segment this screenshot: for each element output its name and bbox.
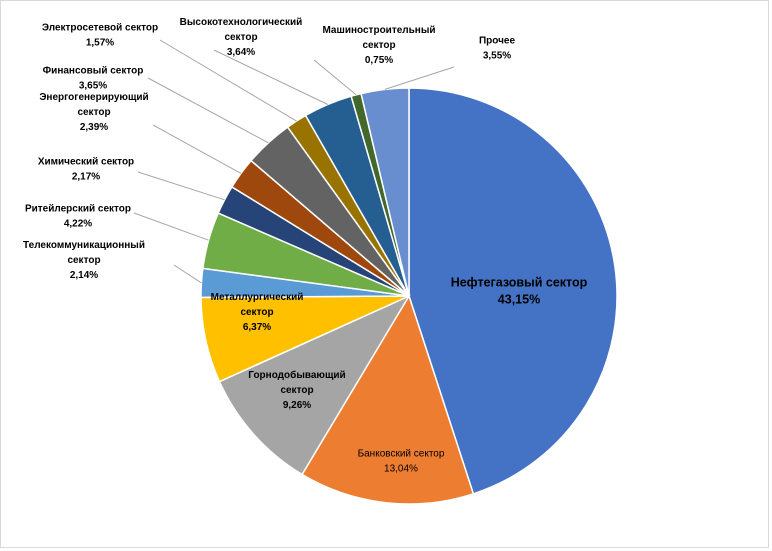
slice-name-label: Ритейлерский сектор	[25, 204, 131, 215]
slice-name-label: сектор	[67, 255, 100, 266]
slice-name-label: Прочее	[479, 36, 516, 47]
leader-line	[147, 77, 269, 144]
slice-name-label: Химический сектор	[38, 157, 134, 168]
slice-value-label: 3,64%	[227, 47, 255, 58]
leader-line	[159, 39, 297, 122]
slice-name-label: Банковский сектор	[358, 449, 445, 460]
slice-label: Металлургический сектор 6,37%	[211, 292, 304, 333]
slice-name-label: Энергогенерирующий	[39, 92, 148, 103]
slice-name-label: сектор	[77, 107, 110, 118]
pie-slice	[360, 87, 410, 297]
slice-value-label: 4,22%	[64, 219, 92, 230]
leader-line	[133, 212, 209, 241]
slice-value-label: 2,14%	[70, 270, 98, 281]
slice-value-label: 3,65%	[79, 81, 107, 92]
slice-value-label: 1,57%	[86, 38, 114, 49]
slice-name-label: сектор	[362, 40, 395, 51]
slice-name-label: сектор	[280, 385, 313, 396]
slice-name-label: Горнодобывающий	[248, 369, 345, 381]
slice-value-label: 2,17%	[72, 172, 100, 183]
slice-name-label: Высокотехнологический	[180, 17, 303, 28]
pie-slice	[301, 294, 475, 505]
slice-name-label: сектор	[240, 307, 273, 318]
slice-label: Ритейлерский сектор 4,22%	[25, 204, 131, 230]
slice-label: Электросетевой сектор 1,57%	[42, 23, 158, 49]
slice-value-label: 2,39%	[80, 122, 108, 133]
slice-name-label: Электросетевой сектор	[42, 23, 158, 34]
slice-value-label: 0,75%	[365, 55, 393, 66]
pie-slice	[408, 87, 618, 495]
leader-line	[137, 171, 225, 201]
slice-value-label: 9,26%	[283, 400, 311, 411]
slice-label: Нефтегазовый сектор 43,15%	[451, 276, 588, 307]
slice-label: Горнодобывающий сектор 9,26%	[248, 369, 345, 411]
slice-name-label: Финансовый сектор	[43, 66, 144, 77]
slice-value-label: 43,15%	[498, 293, 540, 307]
slice-label: Высокотехнологический сектор 3,64%	[180, 17, 303, 58]
slice-name-label: Металлургический	[211, 292, 304, 303]
leader-line	[313, 59, 357, 96]
slice-label: Финансовый сектор 3,65%	[43, 66, 144, 92]
slice-name-label: сектор	[224, 32, 257, 43]
leader-line	[152, 124, 242, 174]
slice-value-label: 13,04%	[384, 464, 418, 475]
slice-name-label: Телекоммуникационный	[23, 240, 145, 251]
slice-label: Энергогенерирующий сектор 2,39%	[39, 92, 148, 133]
slice-name-label: Нефтегазовый сектор	[451, 276, 588, 290]
slice-label: Прочее 3,55%	[479, 36, 516, 62]
slice-label: Телекоммуникационный сектор 2,14%	[23, 240, 145, 281]
leader-line	[173, 264, 202, 284]
slice-value-label: 6,37%	[243, 322, 271, 333]
leader-line	[213, 49, 329, 105]
leader-line	[384, 66, 455, 90]
slice-name-label: Машиностроительный	[322, 25, 435, 36]
slice-label: Химический сектор 2,17%	[38, 157, 134, 183]
slice-label: Банковский сектор 13,04%	[358, 449, 445, 475]
slice-label: Машиностроительный сектор 0,75%	[322, 25, 435, 66]
pie-slice	[218, 294, 411, 476]
slice-value-label: 3,55%	[483, 51, 511, 62]
